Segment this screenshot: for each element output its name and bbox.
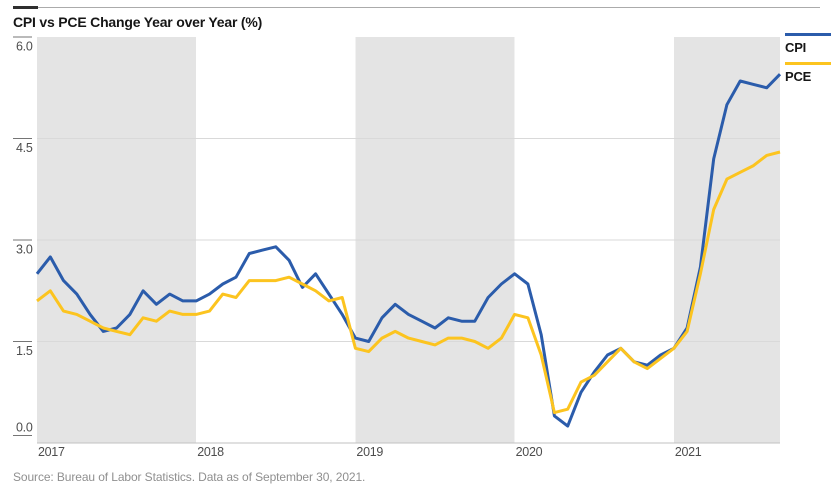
accent-bar [13,6,38,9]
chart-legend: CPI PCE [785,33,831,83]
y-tick-label-6.0: 6.0 [16,40,33,54]
y-tick-label-3.0: 3.0 [16,243,33,257]
year-label-2021: 2021 [675,445,702,459]
legend-item-cpi: CPI [785,33,831,54]
year-label-2018: 2018 [197,445,224,459]
legend-item-pce: PCE [785,62,831,83]
pce-line-swatch [785,62,831,65]
y-tick-label-0.0: 0.0 [16,421,33,435]
year-label-2017: 2017 [38,445,65,459]
source-note: Source: Bureau of Labor Statistics. Data… [13,470,366,484]
legend-label-cpi: CPI [785,40,807,55]
cpi-line-swatch [785,33,831,36]
pce-line [36,150,781,415]
chart-title: CPI vs PCE Change Year over Year (%) [13,14,263,30]
cpi-line [35,73,782,428]
y-tick-label-1.5: 1.5 [16,344,33,358]
year-label-2019: 2019 [356,445,383,459]
legend-label-pce: PCE [785,69,812,84]
year-label-2020: 2020 [516,445,543,459]
y-tick-label-4.5: 4.5 [16,141,33,155]
top-divider-rule [13,7,820,8]
